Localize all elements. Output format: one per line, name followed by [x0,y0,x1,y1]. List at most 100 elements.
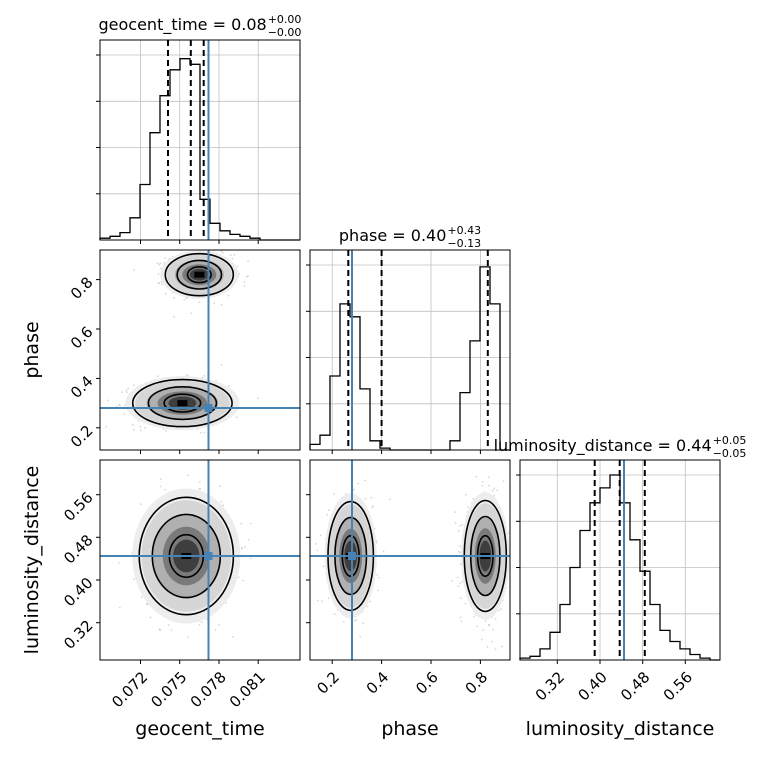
sample-point [183,299,186,301]
contour-line [163,393,202,413]
density-peak [194,271,205,278]
sample-point [161,283,164,286]
sample-point [460,620,463,623]
sample-point [461,524,464,526]
sample-point [494,618,497,620]
sample-point [170,629,173,631]
x-axis-label: phase [381,718,438,740]
title-text: luminosity_distance = 0.44 [494,436,712,456]
sample-point [359,635,362,638]
marks-layer [99,40,720,661]
sample-point [158,263,161,266]
sample-point [491,640,493,643]
sample-point [165,429,167,432]
sample-point [501,645,503,648]
sample-point [228,384,230,387]
sample-point [459,524,462,527]
sample-point [227,294,230,297]
contour-group [131,252,235,428]
panel-title: geocent_time = 0.08 +0.00−0.00 [99,13,302,39]
sample-point [119,404,121,407]
title-sub: −0.13 [447,237,481,250]
sample-point [222,504,225,507]
sample-point [249,557,252,560]
sample-point [132,269,135,271]
sample-point [118,562,120,564]
y-tick-label: 0.56 [60,489,96,525]
sample-point [364,479,366,482]
sample-point [333,613,336,616]
title-sup: +0.43 [447,224,481,237]
sample-point [190,312,193,315]
sample-point [247,538,250,541]
sample-point [454,511,457,513]
sample-point [140,596,143,599]
sample-point [319,534,322,537]
sample-point [146,603,149,606]
sample-point [494,648,497,650]
sample-point [459,616,462,619]
sample-point [146,603,148,605]
sample-point [488,484,490,487]
sample-point [457,530,460,532]
sample-point [232,635,234,638]
x-tick-label: 0.2 [313,668,343,698]
x-tick-label: 0.56 [660,668,696,704]
truth-marker [348,552,356,560]
sample-point [218,624,221,626]
sample-point [241,547,244,550]
sample-point [460,597,462,599]
title-sup: +0.00 [268,13,302,26]
sample-point [482,481,484,483]
sample-point [233,253,236,256]
sample-point [326,513,329,516]
sample-point [149,616,152,619]
sample-point [389,498,391,501]
y-tick-label: 0.40 [60,574,96,610]
sample-point [488,476,490,479]
sample-point [159,485,162,488]
sample-point [480,638,483,641]
sample-point [492,628,495,631]
sample-point [464,602,467,605]
x-tick-label: 0.8 [462,668,492,698]
sample-point [159,629,162,632]
x-tick-label: 0.081 [226,668,269,711]
y-tick-label: 0.2 [67,422,97,452]
sample-point [461,580,463,583]
sample-point [187,636,190,639]
title-sub: −0.00 [268,26,302,39]
sample-point [158,628,161,631]
panel-frame [309,459,511,661]
sample-point [199,488,202,490]
title-sup: +0.05 [713,434,747,447]
sample-point [118,403,120,406]
sample-point [456,576,459,579]
sample-point [220,500,223,503]
sample-point [125,389,128,392]
sample-point [366,605,369,608]
x-tick-label: 0.40 [574,668,610,704]
sample-point [164,292,167,295]
sample-point [123,413,126,415]
sample-point [257,397,260,400]
sample-point [238,272,241,275]
sample-point [173,315,176,318]
y-tick-label: 0.8 [67,273,97,303]
sample-point [214,629,217,631]
sample-point [162,428,165,430]
sample-point [231,258,234,260]
sample-point [243,281,246,283]
sample-point [164,257,167,259]
sample-point [198,488,201,490]
sample-point [493,487,496,490]
sample-point [249,522,252,525]
density-peak [177,400,188,407]
sample-point [159,478,162,480]
panel-frame [99,459,301,661]
sample-point [369,600,372,603]
sample-point [229,254,232,257]
sample-point [498,609,501,612]
sample-point [121,391,123,393]
